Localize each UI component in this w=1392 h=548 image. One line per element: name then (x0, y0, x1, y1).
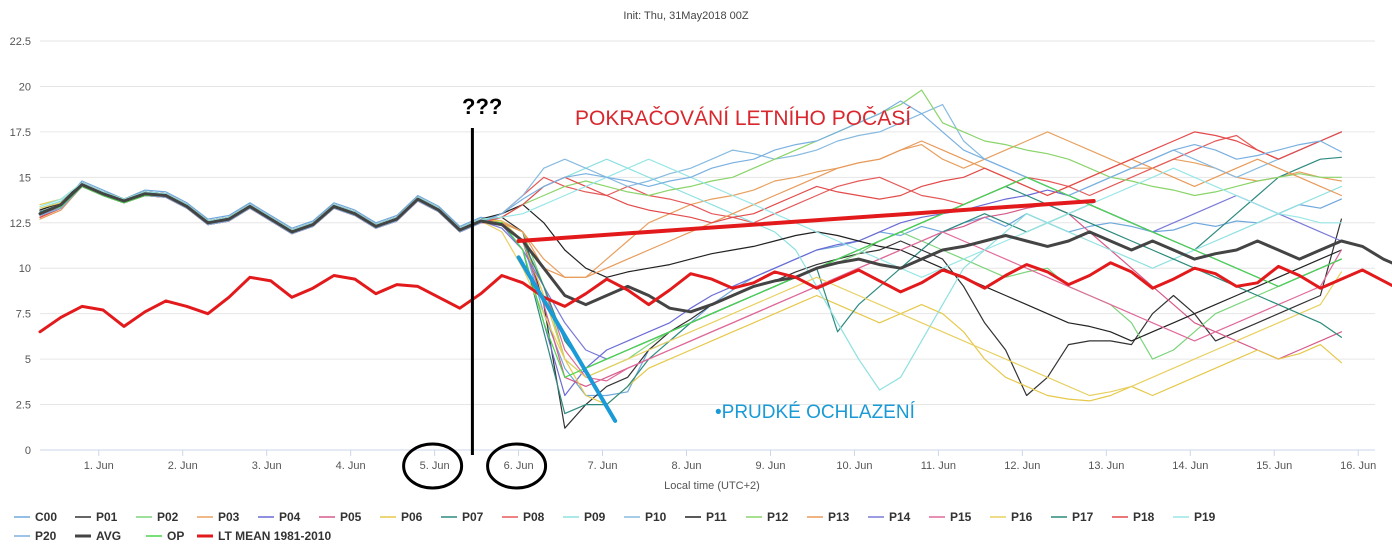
legend-item[interactable]: P11 (685, 510, 727, 524)
legend-label: AVG (96, 529, 121, 543)
x-tick-label: 8. Jun (672, 460, 702, 472)
legend-label: P10 (645, 510, 667, 524)
cold-annotation: •PRUDKÉ OCHLAZENÍ (715, 402, 916, 423)
annotations: POKRAČOVÁNÍ LETNÍHO POČASÍ •PRUDKÉ OCHLA… (402, 94, 1096, 490)
legend-item[interactable]: P12 (746, 510, 789, 524)
series-line-p20[interactable] (39, 100, 1343, 235)
legend-item[interactable]: P04 (258, 510, 301, 524)
series-line-p18[interactable] (39, 131, 1343, 235)
legend-label: P11 (706, 510, 727, 524)
legend-label: P04 (279, 510, 301, 524)
grid (40, 40, 1375, 451)
series-line-p08[interactable] (39, 131, 1343, 235)
y-tick-label: 20 (19, 81, 31, 93)
legend-item[interactable]: P19 (1173, 510, 1216, 524)
chart-title: Init: Thu, 31May2018 00Z (623, 10, 748, 22)
legend-item[interactable]: AVG (75, 529, 121, 543)
y-tick-label: 17.5 (10, 127, 31, 139)
x-tick-label: 16. Jun (1340, 460, 1376, 472)
circle-mark (486, 442, 548, 490)
legend-label: LT MEAN 1981-2010 (218, 529, 331, 543)
series-line-p11[interactable] (39, 182, 1343, 342)
series-lines (38, 89, 1392, 429)
legend-item[interactable]: P17 (1051, 510, 1094, 524)
x-tick-label: 5. Jun (420, 460, 450, 472)
legend-item[interactable]: P05 (319, 510, 362, 524)
x-tick-label: 10. Jun (836, 460, 872, 472)
legend-label: P18 (1133, 510, 1155, 524)
x-axis-label: Local time (UTC+2) (664, 480, 760, 492)
legend-item[interactable]: P03 (197, 510, 240, 524)
question-annotation: ??? (462, 94, 502, 119)
x-tick-label: 1. Jun (84, 460, 114, 472)
legend-label: P16 (1011, 510, 1033, 524)
x-tick-label: 2. Jun (168, 460, 198, 472)
legend-item[interactable]: P08 (502, 510, 545, 524)
legend-item[interactable]: P09 (563, 510, 606, 524)
legend-label: P02 (157, 510, 179, 524)
legend-label: P20 (35, 529, 57, 543)
legend-label: P17 (1072, 510, 1094, 524)
legend-label: P06 (401, 510, 423, 524)
legend-item[interactable]: P10 (624, 510, 667, 524)
legend-item[interactable]: P13 (807, 510, 850, 524)
legend-item[interactable]: P15 (929, 510, 972, 524)
legend-label: P19 (1194, 510, 1216, 524)
series-line-p01[interactable] (39, 182, 1343, 429)
y-tick-label: 2.5 (16, 400, 31, 412)
legend-item[interactable]: P20 (14, 529, 57, 543)
legend-label: P01 (96, 510, 118, 524)
warm-trend-line (516, 198, 1096, 243)
legend-label: P14 (889, 510, 911, 524)
x-tick-label: 15. Jun (1256, 460, 1292, 472)
x-tick-label: 3. Jun (252, 460, 282, 472)
y-tick-label: 22.5 (10, 36, 31, 48)
x-tick-label: 7. Jun (588, 460, 618, 472)
legend-label: P07 (462, 510, 484, 524)
legend-label: P12 (767, 510, 789, 524)
series-line-avg[interactable] (38, 183, 1392, 314)
x-tick-label: 4. Jun (336, 460, 366, 472)
y-tick-label: 0 (25, 445, 31, 457)
y-axis-ticks: 0 2.5 5 7.5 10 12.5 15 17.5 20 22.5 (10, 36, 31, 457)
circle-mark (402, 442, 464, 490)
legend-item[interactable]: P06 (380, 510, 423, 524)
legend-item[interactable]: C00 (14, 510, 57, 524)
legend-item[interactable]: P18 (1112, 510, 1155, 524)
legend-label: P09 (584, 510, 606, 524)
legend-label: P03 (218, 510, 240, 524)
legend-label: P15 (950, 510, 972, 524)
series-line-lt-mean-1981-2010[interactable] (38, 261, 1392, 334)
legend-label: P13 (828, 510, 850, 524)
y-tick-label: 5 (25, 354, 31, 366)
legend: C00 P01 P02 P03 P04 P05 P06 P07 P08 P09 P10 P11 P12 P… (14, 510, 1216, 543)
legend-item[interactable]: P07 (441, 510, 484, 524)
legend-label: OP (167, 529, 184, 543)
legend-item[interactable]: P16 (990, 510, 1033, 524)
x-tick-label: 12. Jun (1004, 460, 1040, 472)
legend-label: C00 (35, 510, 57, 524)
x-tick-label: 13. Jun (1088, 460, 1124, 472)
x-tick-label: 9. Jun (755, 460, 785, 472)
legend-item[interactable]: OP (146, 529, 184, 543)
x-tick-label: 14. Jun (1172, 460, 1208, 472)
legend-item[interactable]: P02 (136, 510, 179, 524)
y-tick-label: 15 (19, 172, 31, 184)
legend-label: P05 (340, 510, 362, 524)
cold-trend-line (516, 255, 618, 423)
warm-annotation: POKRAČOVÁNÍ LETNÍHO POČASÍ (575, 107, 911, 130)
legend-label: P08 (523, 510, 545, 524)
x-axis-ticks: 1. Jun 2. Jun 3. Jun 4. Jun 5. Jun 6. Jun 7. J… (84, 450, 1376, 472)
legend-item[interactable]: P01 (75, 510, 118, 524)
y-tick-label: 10 (19, 263, 31, 275)
legend-item[interactable]: LT MEAN 1981-2010 (197, 529, 331, 543)
legend-item[interactable]: P14 (868, 510, 911, 524)
x-tick-label: 11. Jun (921, 460, 956, 472)
y-tick-label: 12.5 (10, 218, 31, 230)
x-tick-label: 6. Jun (504, 460, 534, 472)
y-tick-label: 7.5 (16, 309, 31, 321)
